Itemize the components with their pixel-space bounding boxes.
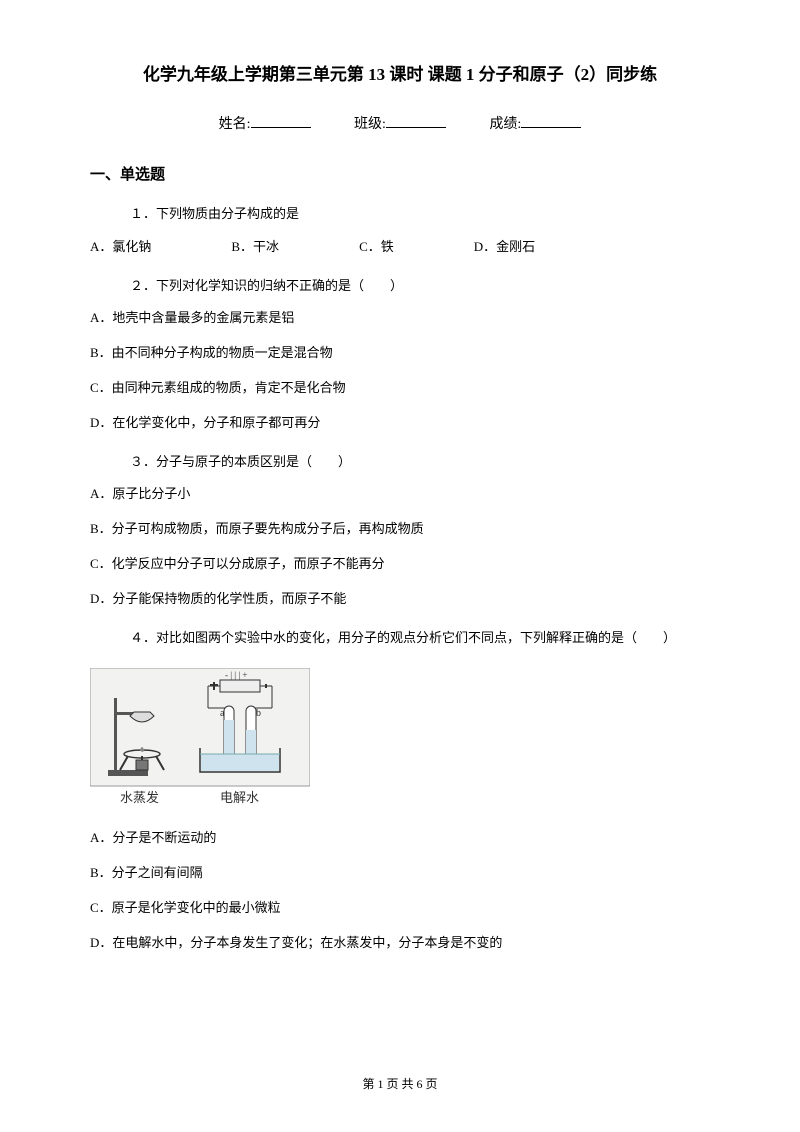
q3-option-c: C．化学反应中分子可以分成原子，而原子不能再分	[90, 554, 710, 575]
page-title: 化学九年级上学期第三单元第 13 课时 课题 1 分子和原子（2）同步练	[90, 60, 710, 85]
question-4-figure: - | | | + a b 水蒸发 电解水	[90, 668, 710, 808]
score-label: 成绩:	[489, 113, 521, 133]
section-1-heading: 一、单选题	[90, 163, 710, 184]
page-footer: 第 1 页 共 6 页	[0, 1075, 800, 1092]
q4-option-a: A．分子是不断运动的	[90, 828, 710, 849]
name-label: 姓名:	[219, 113, 251, 133]
q2-option-d: D．在化学变化中，分子和原子都可再分	[90, 413, 710, 434]
fig-label-left: 水蒸发	[120, 790, 159, 805]
score-blank	[521, 127, 581, 128]
q2-option-a: A．地壳中含量最多的金属元素是铝	[90, 308, 710, 329]
question-2: ２．下列对化学知识的归纳不正确的是（ ） A．地壳中含量最多的金属元素是铝 B．…	[90, 276, 710, 434]
question-1: １．下列物质由分子构成的是 A．氯化钠 B．干冰 C．铁 D．金刚石	[90, 204, 710, 258]
q1-option-d: D．金刚石	[474, 237, 535, 258]
name-blank	[251, 127, 311, 128]
q4-option-b: B．分子之间有间隔	[90, 863, 710, 884]
question-1-options: A．氯化钠 B．干冰 C．铁 D．金刚石	[90, 237, 710, 258]
svg-text:- | | | +: - | | | +	[225, 670, 247, 680]
svg-text:b: b	[256, 708, 261, 719]
student-form-line: 姓名: 班级: 成绩:	[90, 113, 710, 133]
question-3-text: ３．分子与原子的本质区别是（ ）	[90, 452, 710, 473]
class-label: 班级:	[354, 113, 386, 133]
q3-option-b: B．分子可构成物质，而原子要先构成分子后，再构成物质	[90, 519, 710, 540]
question-4-text: ４．对比如图两个实验中水的变化，用分子的观点分析它们不同点，下列解释正确的是（ …	[90, 628, 710, 649]
q1-option-a: A．氯化钠	[90, 237, 151, 258]
q1-option-c: C．铁	[359, 237, 394, 258]
experiment-diagram: - | | | + a b 水蒸发 电解水	[90, 668, 310, 808]
q1-option-b: B．干冰	[231, 237, 279, 258]
question-3: ３．分子与原子的本质区别是（ ） A．原子比分子小 B．分子可构成物质，而原子要…	[90, 452, 710, 610]
question-2-text: ２．下列对化学知识的归纳不正确的是（ ）	[90, 276, 710, 297]
q3-option-d: D．分子能保持物质的化学性质，而原子不能	[90, 589, 710, 610]
question-4: ４．对比如图两个实验中水的变化，用分子的观点分析它们不同点，下列解释正确的是（ …	[90, 628, 710, 954]
question-1-text: １．下列物质由分子构成的是	[90, 204, 710, 225]
q4-option-d: D．在电解水中，分子本身发生了变化；在水蒸发中，分子本身是不变的	[90, 933, 710, 954]
class-blank	[386, 127, 446, 128]
fig-label-right: 电解水	[220, 790, 259, 805]
q2-option-b: B．由不同种分子构成的物质一定是混合物	[90, 343, 710, 364]
q2-option-c: C．由同种元素组成的物质，肯定不是化合物	[90, 378, 710, 399]
q4-option-c: C．原子是化学变化中的最小微粒	[90, 898, 710, 919]
q3-option-a: A．原子比分子小	[90, 484, 710, 505]
